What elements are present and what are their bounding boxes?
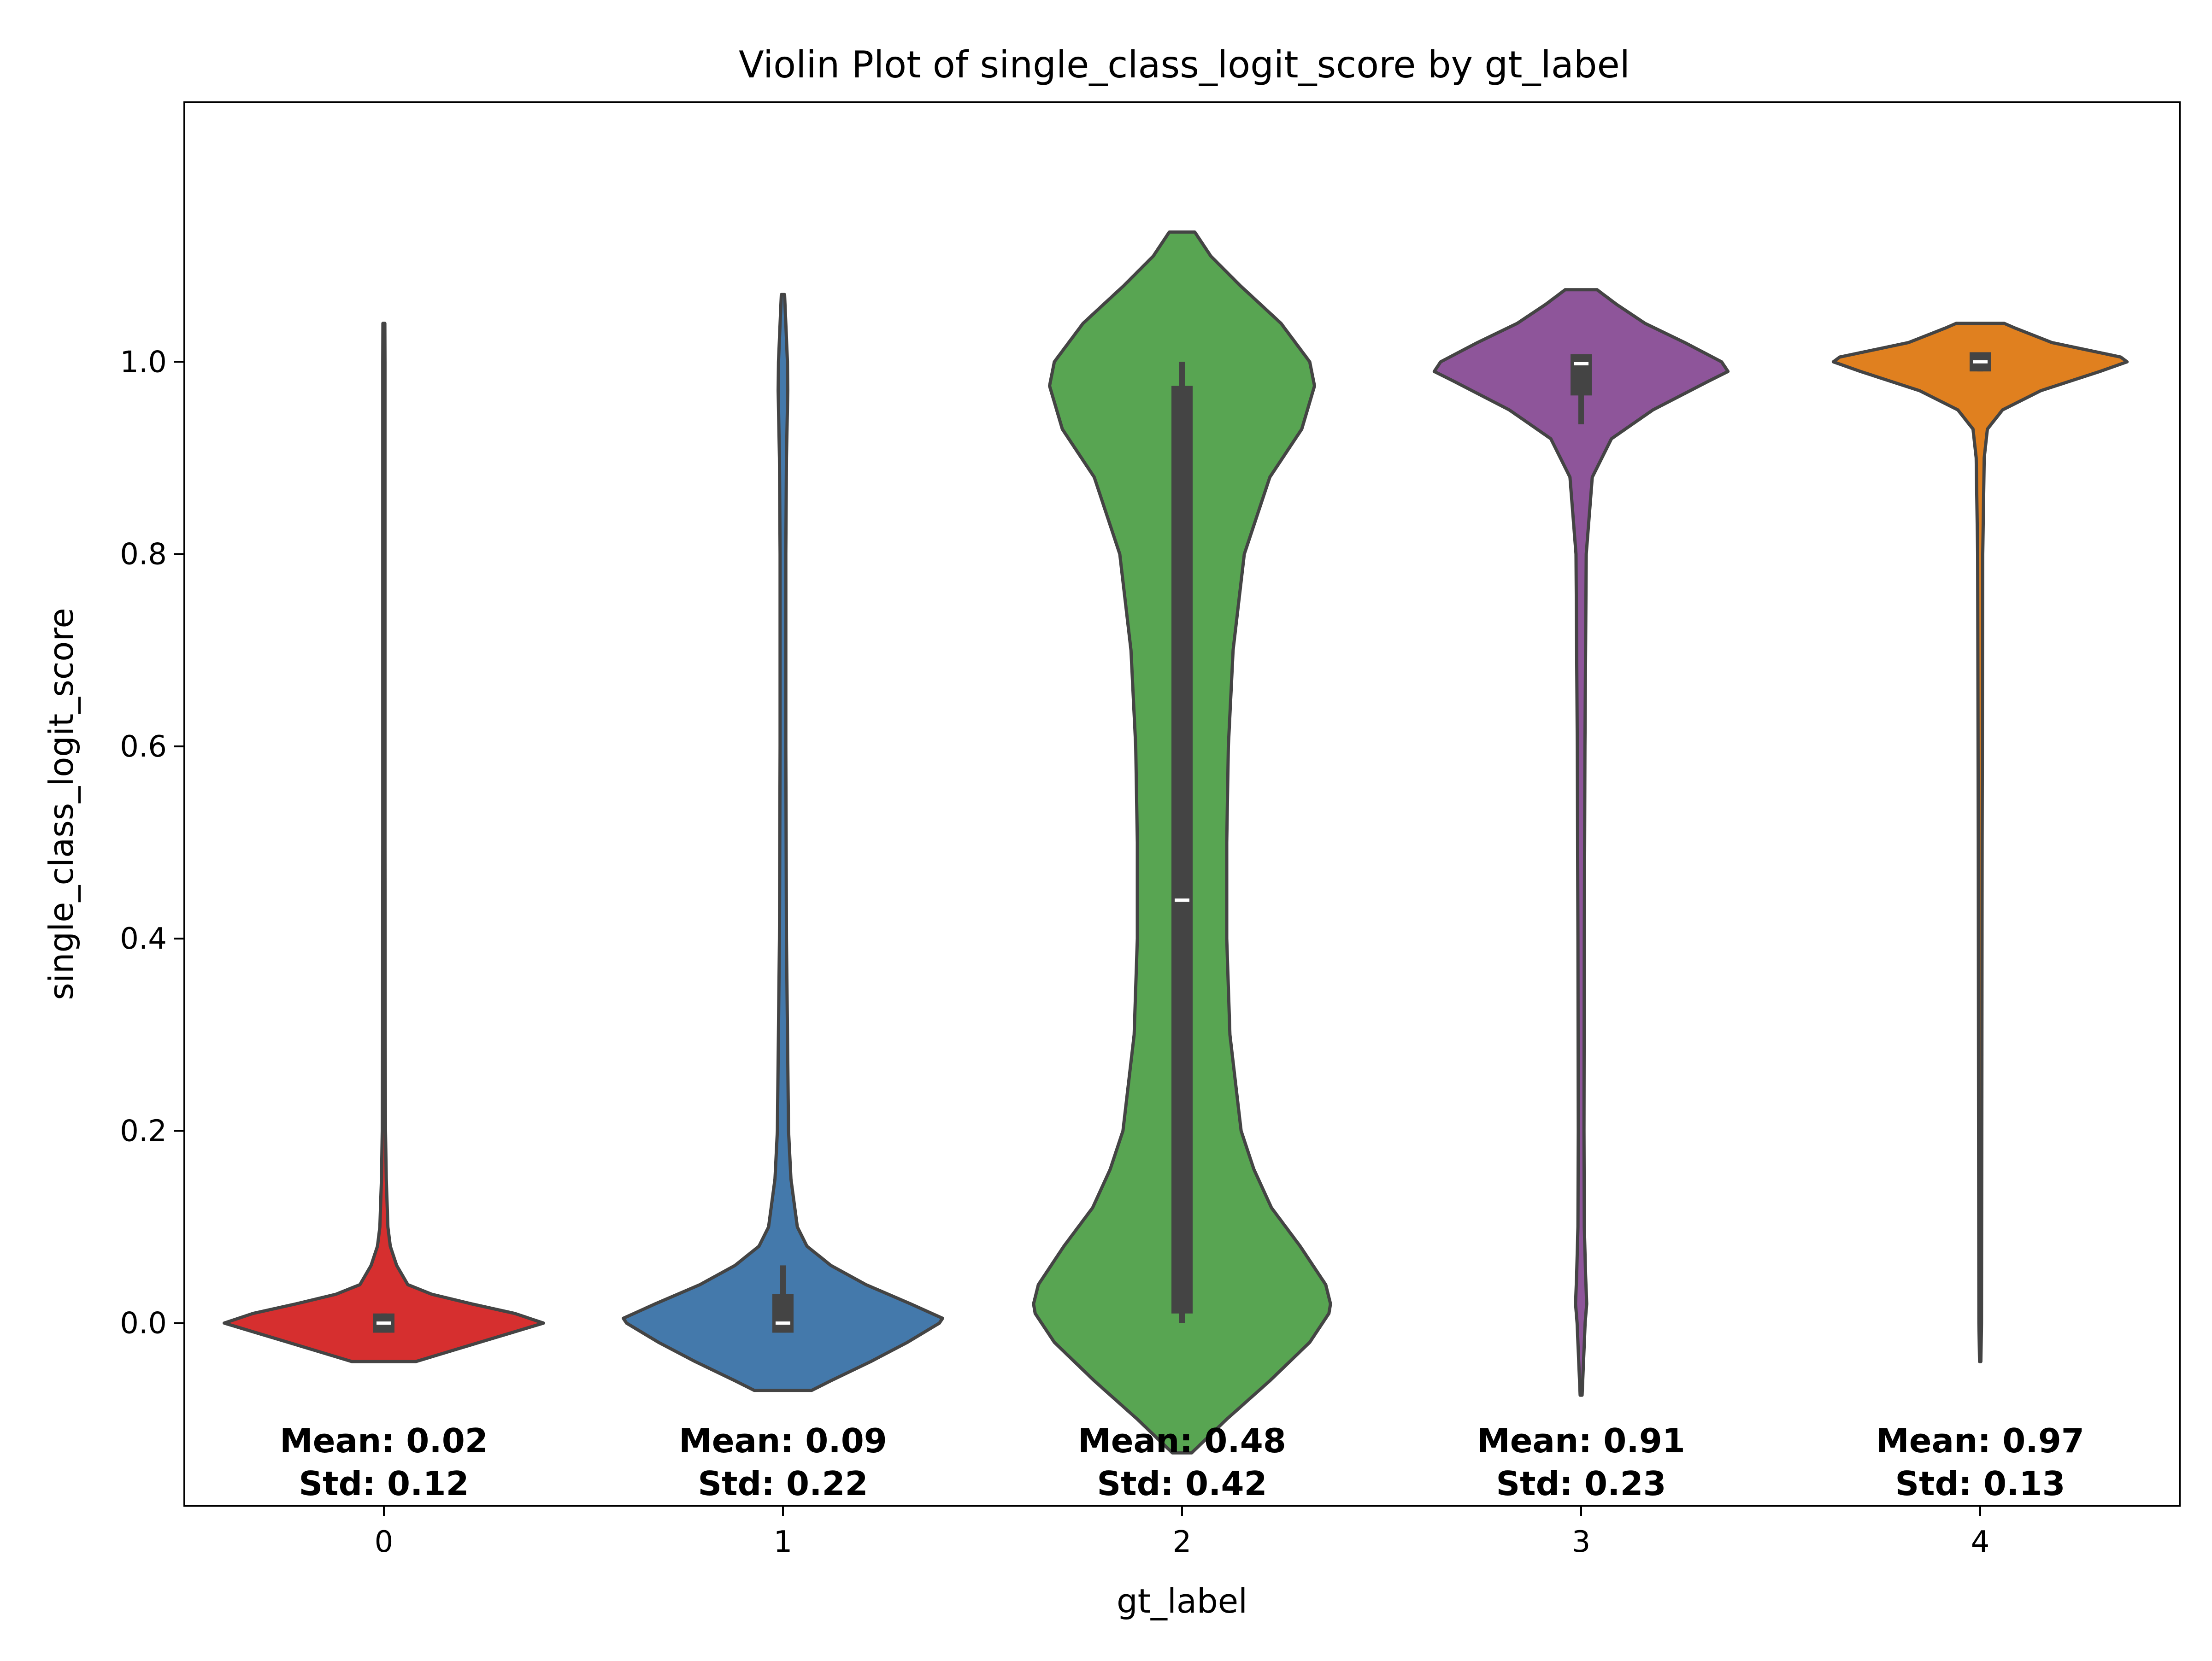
violin-body-4 (1831, 322, 2129, 1363)
mean-label-4: Mean: 0.97 (1876, 1421, 2084, 1460)
y-axis: 0.0 0.2 0.4 0.6 0.8 1.0 (120, 345, 184, 1341)
x-tick-label: 0 (375, 1525, 394, 1559)
mean-label-2: Mean: 0.48 (1078, 1421, 1286, 1460)
x-tick-label: 1 (774, 1525, 793, 1559)
stats-annotations: Mean: 0.02 Std: 0.12 Mean: 0.09 Std: 0.22 Me… (280, 1421, 2084, 1503)
plot-area (223, 230, 2129, 1455)
y-tick-label: 0.8 (120, 538, 167, 572)
std-label-1: Std: 0.22 (698, 1464, 868, 1503)
iqr-box-3 (1571, 354, 1592, 396)
mean-label-1: Mean: 0.09 (679, 1421, 887, 1460)
y-tick-label: 0.4 (120, 922, 167, 956)
violin-3 (1432, 288, 1730, 1397)
iqr-box-1 (772, 1294, 794, 1333)
y-tick-label: 0.0 (120, 1307, 167, 1341)
y-axis-label: single_class_logit_score (42, 608, 81, 1000)
x-tick-label: 3 (1572, 1525, 1591, 1559)
iqr-box-2 (1171, 386, 1193, 1314)
std-label-0: Std: 0.12 (299, 1464, 469, 1503)
violin-body-0 (223, 322, 545, 1363)
std-label-3: Std: 0.23 (1496, 1464, 1666, 1503)
std-label-2: Std: 0.42 (1097, 1464, 1267, 1503)
violin-0 (223, 322, 545, 1363)
x-tick-label: 2 (1173, 1525, 1192, 1559)
x-tick-label: 4 (1971, 1525, 1990, 1559)
y-tick-label: 1.0 (120, 345, 167, 379)
violin-2 (1032, 230, 1332, 1455)
violin-1 (622, 293, 944, 1392)
violin-body-3 (1432, 288, 1730, 1397)
violin-4 (1831, 322, 2129, 1363)
chart-title: Violin Plot of single_class_logit_score … (739, 43, 1630, 86)
mean-label-3: Mean: 0.91 (1477, 1421, 1685, 1460)
y-tick-label: 0.2 (120, 1114, 167, 1148)
mean-label-0: Mean: 0.02 (280, 1421, 488, 1460)
violin-body-1 (622, 293, 944, 1392)
x-axis: 0 1 2 3 4 (375, 1506, 1990, 1559)
std-label-4: Std: 0.13 (1895, 1464, 2065, 1503)
y-tick-label: 0.6 (120, 730, 167, 764)
x-axis-label: gt_label (1117, 1582, 1247, 1620)
